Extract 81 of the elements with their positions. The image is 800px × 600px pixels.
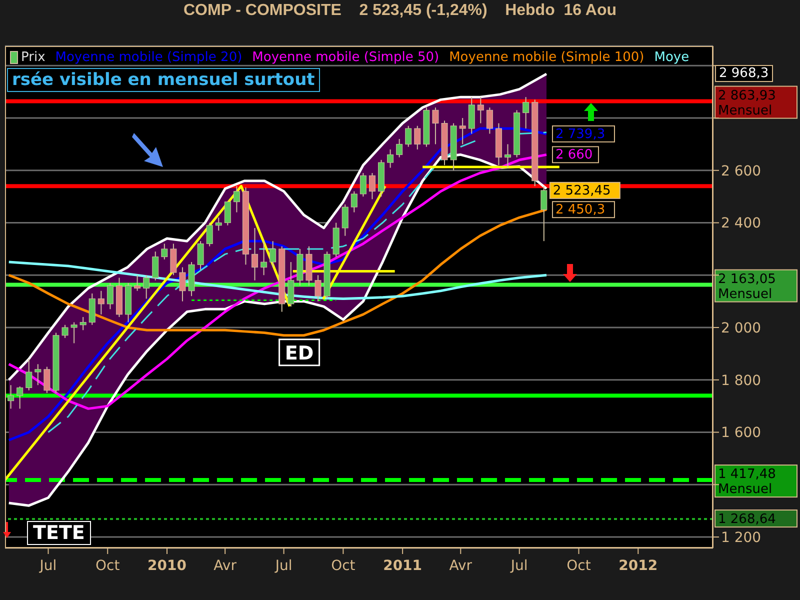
candlestick: [288, 262, 294, 308]
candlestick: [106, 282, 114, 310]
candlestick: [206, 222, 213, 247]
candlestick: [459, 118, 466, 145]
candlestick: [224, 201, 231, 226]
candlestick: [405, 125, 412, 148]
y-tick-label: 2 400: [721, 216, 762, 232]
candlestick: [314, 274, 322, 302]
data-label: 2 450,3: [555, 202, 606, 218]
text: 2 968,3: [715, 65, 773, 82]
line-series: [8, 260, 548, 300]
data-label: 2 660: [555, 148, 593, 163]
candlestick: [270, 240, 276, 268]
x-tick-label: Jul: [510, 558, 528, 574]
x-tick-label: Oct: [331, 558, 356, 574]
ref-line-label: 1 268,64: [718, 512, 776, 528]
x-tick-label: 2011: [383, 558, 422, 574]
candlestick: [350, 190, 358, 213]
line-series: [8, 153, 548, 410]
text: Moyenne mobile (Simple 20): [55, 50, 242, 65]
candlestick: [342, 204, 348, 236]
candlestick: [170, 243, 177, 276]
candlestick: [197, 240, 204, 270]
candlestick: [477, 96, 484, 124]
candlestick: [16, 386, 24, 410]
ref-line-label: 1 417,48 Mensuel: [718, 467, 776, 498]
candlestick: [134, 274, 141, 292]
y-tick-label: 2 000: [721, 320, 762, 336]
annotation: ED: [284, 342, 314, 364]
annotation: TETE: [27, 521, 91, 545]
candlestick: [70, 322, 78, 344]
candlestick: [34, 364, 42, 386]
candlestick: [504, 144, 512, 168]
candlestick: [414, 125, 421, 150]
data-label: 2 739,3: [555, 126, 606, 142]
y-tick-label: 1 600: [721, 425, 762, 442]
ref-line-label: 2 863,93 Mensuel: [718, 88, 776, 118]
y-tick-label: 1 200: [721, 530, 762, 546]
candlestick: [432, 107, 439, 145]
x-tick-label: 2010: [148, 558, 187, 574]
candlestick: [260, 240, 268, 276]
text: Moyenne mobile (Simple 100): [449, 50, 644, 65]
x-tick-label: Avr: [449, 558, 472, 574]
x-tick-label: Jul: [274, 558, 292, 574]
candlestick: [98, 290, 104, 315]
candlestick: [252, 228, 258, 281]
ref-line-label: 2 163,05 Mensuel: [718, 272, 776, 302]
candlestick: [80, 316, 86, 331]
legend-label: Prix: [20, 50, 46, 65]
candlestick: [486, 107, 493, 134]
candlestick: [62, 324, 68, 338]
candlestick: [468, 96, 475, 134]
candlestick: [368, 172, 376, 200]
candlestick: [233, 186, 240, 213]
text: Moyenne mobile (Simple 50): [252, 50, 440, 65]
text: 2 523,45: [552, 183, 611, 198]
x-tick-label: Oct: [96, 558, 120, 574]
candlestick: [8, 384, 14, 410]
annotation: rsée visible en mensuel surtout: [7, 68, 320, 92]
candlestick: [88, 292, 96, 326]
candlestick: [360, 172, 366, 198]
candlestick: [26, 358, 32, 391]
text: Moye: [654, 50, 690, 65]
candlestick: [396, 138, 403, 158]
y-tick-label: 1 800: [721, 372, 762, 389]
x-tick-label: Avr: [214, 558, 237, 574]
x-tick-label: Oct: [566, 558, 592, 574]
candlestick: [44, 366, 50, 394]
y-tick-label: 2 600: [721, 163, 762, 180]
candlestick: [143, 274, 150, 300]
candlestick: [179, 266, 186, 302]
candlestick: [522, 96, 530, 129]
candlestick: [152, 251, 159, 281]
x-tick-label: 2012: [618, 558, 658, 574]
x-tick-label: Jul: [38, 558, 57, 574]
chart-title: COMP - COMPOSITE 2 523,45 (-1,24%) Hebdo 16 Aou: [182, 2, 618, 20]
candlestick: [215, 217, 222, 232]
line-series: [8, 72, 548, 382]
candlestick: [161, 243, 168, 260]
candlestick: [387, 148, 394, 168]
candlestick: [540, 186, 548, 242]
